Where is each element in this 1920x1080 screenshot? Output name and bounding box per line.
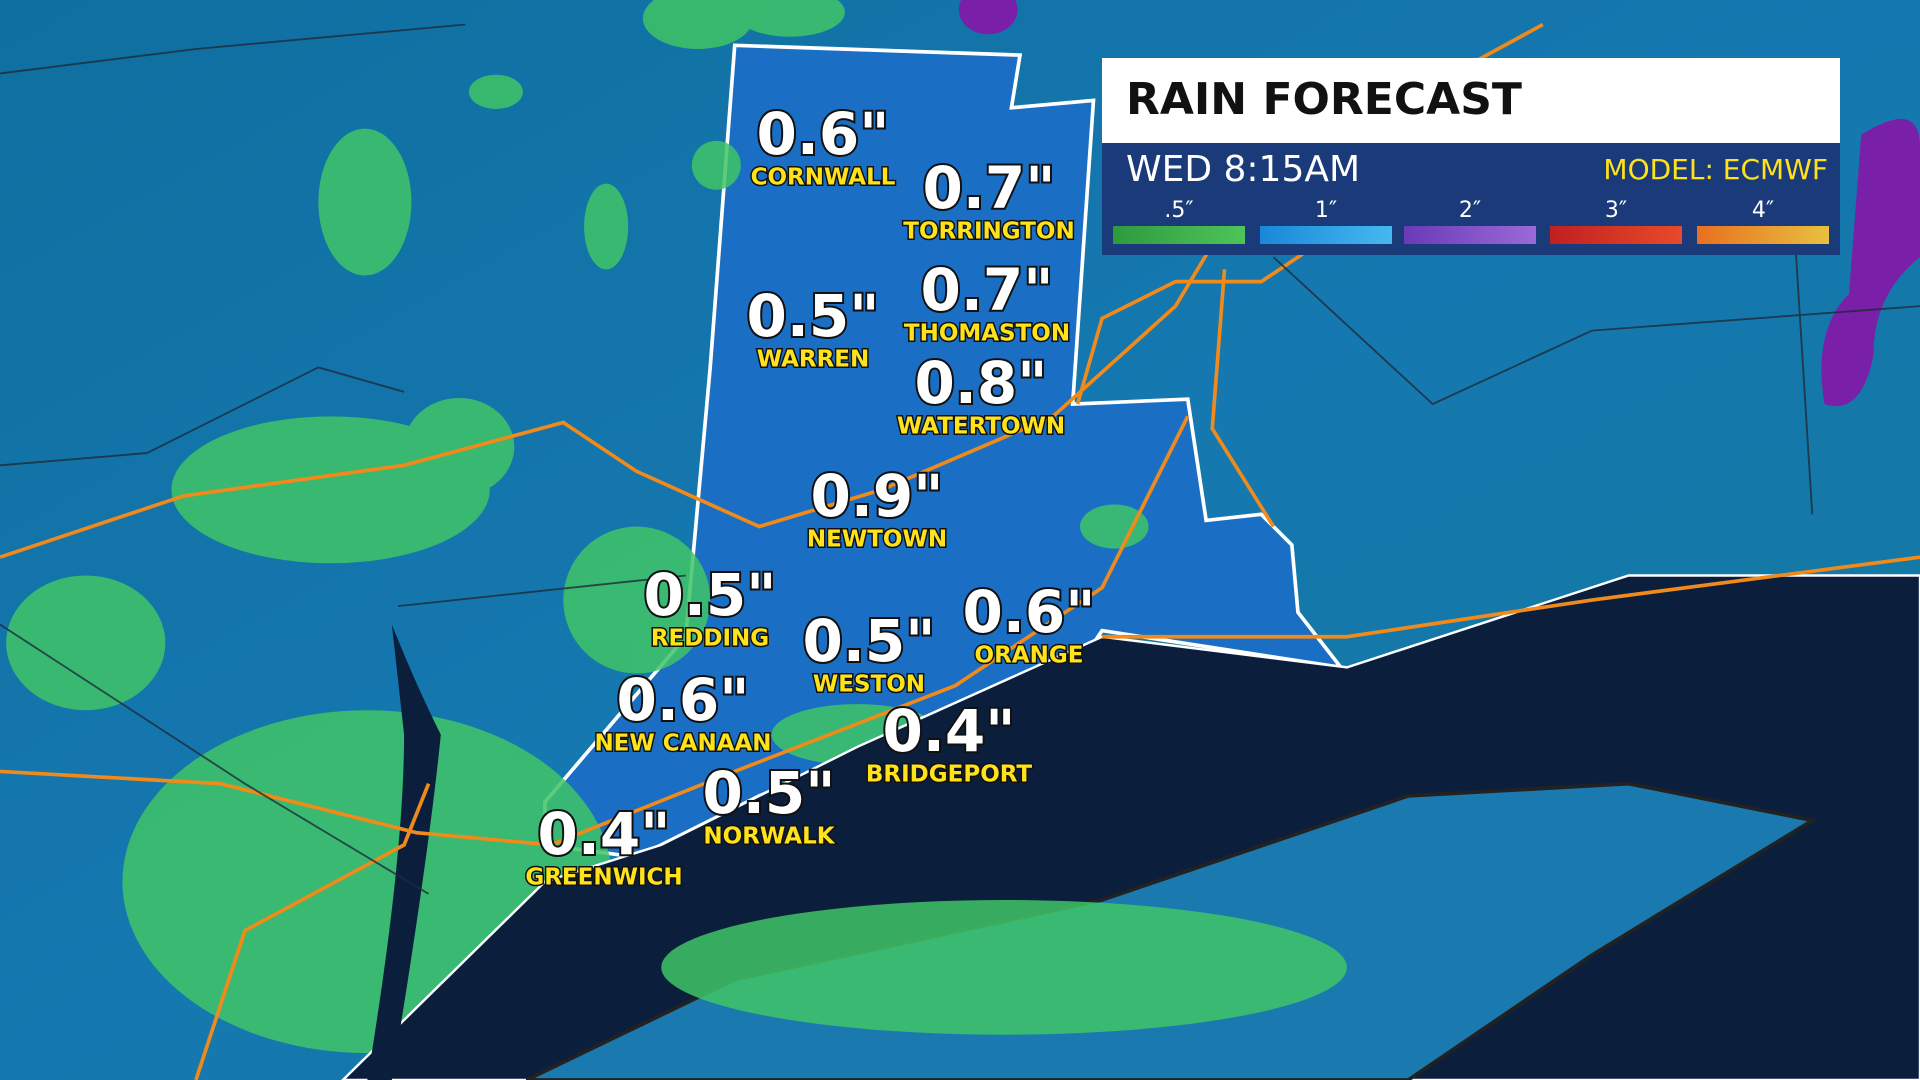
town-name: BRIDGEPORT xyxy=(866,762,1033,788)
model-label: MODEL: ECMWF xyxy=(1603,153,1828,186)
rain-amount: 0.5" xyxy=(747,282,880,350)
legend-swatch xyxy=(1404,226,1536,244)
town-name: NEW CANAAN xyxy=(594,731,771,757)
rain-amount: 0.5" xyxy=(803,607,936,675)
legend-swatch xyxy=(1697,226,1829,244)
town-name: NEWTOWN xyxy=(807,527,947,553)
title: RAIN FORECAST xyxy=(1126,74,1522,125)
rain-amount: 0.5" xyxy=(644,561,777,629)
rain-amount: 0.7" xyxy=(921,256,1054,324)
rain-amount: 0.6" xyxy=(963,578,1096,646)
town-labels: 0.6"CORNWALL 0.7"TORRINGTON0.5"WARREN0.7"… xyxy=(524,98,1098,892)
rain-amount: 0.9" xyxy=(811,462,944,530)
rain-amount: 0.5" xyxy=(703,759,836,827)
town-name: ORANGE xyxy=(975,643,1084,669)
legend-label: .5″ xyxy=(1164,198,1193,223)
legend-swatch xyxy=(1550,226,1682,244)
title-box xyxy=(1102,58,1840,143)
rain-amount: 0.6" xyxy=(617,666,750,734)
rain-amount: 0.6" xyxy=(757,100,890,168)
town-name: WARREN xyxy=(757,347,870,373)
town-name: TORRINGTON xyxy=(903,219,1074,245)
town-name: REDDING xyxy=(651,626,769,652)
legend-label: 1″ xyxy=(1315,198,1337,223)
forecast-time: WED 8:15AM xyxy=(1126,149,1360,190)
town-name: NORWALK xyxy=(703,824,835,850)
town-name: CORNWALL xyxy=(751,165,896,191)
legend-swatch xyxy=(1113,226,1245,244)
legend-label: 3″ xyxy=(1605,198,1627,223)
legend: .5″ 1″ 2″ 3″ 4″ xyxy=(1113,198,1829,244)
legend-label: 4″ xyxy=(1752,198,1774,223)
rain-amount: 0.4" xyxy=(883,697,1016,765)
header-panel: RAIN FORECAST WED 8:15AM MODEL: ECMWF .5… xyxy=(1102,58,1840,255)
legend-swatch xyxy=(1260,226,1392,244)
rain-amount: 0.7" xyxy=(923,154,1056,222)
town-name: WATERTOWN xyxy=(897,414,1065,440)
rain-amount: 0.8" xyxy=(915,349,1048,417)
town-name: WESTON xyxy=(813,672,925,698)
town-name: GREENWICH xyxy=(525,865,682,891)
town-name: THOMASTON xyxy=(904,321,1070,347)
rain-amount: 0.4" xyxy=(538,800,671,868)
legend-label: 2″ xyxy=(1459,198,1481,223)
